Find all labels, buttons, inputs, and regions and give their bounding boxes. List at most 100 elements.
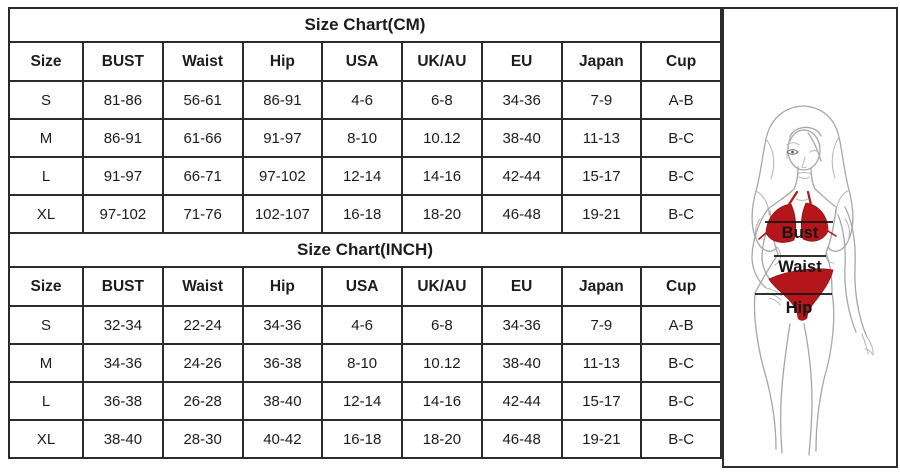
table-cell: S — [8, 305, 84, 345]
table-cell: 97-102 — [82, 194, 164, 234]
eye-pupil — [791, 150, 794, 154]
table-cell: 4-6 — [321, 305, 403, 345]
column-header: BUST — [82, 41, 164, 82]
table-cell: 10.12 — [401, 343, 483, 383]
table-cell: 38-40 — [480, 118, 563, 158]
table-cell: M — [8, 343, 84, 383]
nose-sketch — [801, 156, 807, 169]
table-cell: A-B — [640, 305, 722, 345]
table-row: XL 97-102 71-76 102-107 16-18 18-20 46-48 19-21… — [8, 194, 722, 234]
table-cell: A-B — [640, 80, 722, 120]
table-cell: 86-91 — [241, 80, 324, 120]
table-cell: 10.12 — [401, 118, 483, 158]
column-header: Waist — [161, 41, 244, 82]
table-cell: 19-21 — [560, 419, 643, 459]
table-cell: 16-18 — [321, 194, 403, 234]
column-header: BUST — [82, 266, 164, 307]
chart-title: Size Chart(CM) — [8, 7, 722, 43]
table-cell: 14-16 — [401, 381, 483, 421]
column-header: Japan — [560, 266, 643, 307]
table-cell: 91-97 — [241, 118, 324, 158]
table-cell: L — [8, 156, 84, 196]
table-cell: 34-36 — [480, 305, 563, 345]
chart-title: Size Chart(INCH) — [8, 232, 722, 268]
table-cell: 61-66 — [161, 118, 244, 158]
header-row: Size BUST Waist Hip USA UK/AU EU Japan Cup — [8, 266, 722, 307]
lips-sketch — [796, 171, 812, 180]
column-header: Waist — [161, 266, 244, 307]
table-row: L 36-38 26-28 38-40 12-14 14-16 42-44 15-17 B-C — [8, 381, 722, 421]
table-cell: 15-17 — [560, 381, 643, 421]
column-header: Cup — [640, 266, 722, 307]
table-cell: 28-30 — [161, 419, 244, 459]
table-cell: 42-44 — [480, 381, 563, 421]
column-header: UK/AU — [401, 41, 483, 82]
table-cell: 15-17 — [560, 156, 643, 196]
table-cell: 7-9 — [560, 305, 643, 345]
column-header: Size — [8, 266, 84, 307]
table-cell: 8-10 — [321, 118, 403, 158]
column-header: Hip — [241, 41, 324, 82]
table-cell: 22-24 — [161, 305, 244, 345]
hair-sketch — [751, 105, 854, 266]
table-cell: 38-40 — [480, 343, 563, 383]
table-cell: 16-18 — [321, 419, 403, 459]
table-cell: 34-36 — [241, 305, 324, 345]
table-cell: 56-61 — [161, 80, 244, 120]
table-cell: 8-10 — [321, 343, 403, 383]
column-header: Cup — [640, 41, 722, 82]
table-cell: 38-40 — [82, 419, 164, 459]
measurement-figure-illustration: Bust Waist Hip — [751, 105, 874, 456]
table-cell: B-C — [640, 156, 722, 196]
table-cell: 102-107 — [241, 194, 324, 234]
table-row: L 91-97 66-71 97-102 12-14 14-16 42-44 15-17 B-C — [8, 156, 722, 196]
column-header: Japan — [560, 41, 643, 82]
table-cell: 36-38 — [241, 343, 324, 383]
table-cell: XL — [8, 194, 84, 234]
table-cell: 32-34 — [82, 305, 164, 345]
column-header: EU — [480, 266, 563, 307]
table-cell: 46-48 — [480, 194, 563, 234]
table-cell: 66-71 — [161, 156, 244, 196]
table-cell: B-C — [640, 194, 722, 234]
column-header: USA — [321, 41, 403, 82]
table-cell: 40-42 — [241, 419, 324, 459]
table-cell: 97-102 — [241, 156, 324, 196]
table-cell: L — [8, 381, 84, 421]
table-cell: 6-8 — [401, 305, 483, 345]
table-cell: XL — [8, 419, 84, 459]
measurement-marks: Bust Waist Hip — [755, 221, 833, 317]
table-cell: 24-26 — [161, 343, 244, 383]
table-cell: M — [8, 118, 84, 158]
table-cell: 86-91 — [82, 118, 164, 158]
table-cell: 4-6 — [321, 80, 403, 120]
table-cell: 14-16 — [401, 156, 483, 196]
table-cell: 46-48 — [480, 419, 563, 459]
waist-label: Waist — [778, 258, 822, 276]
table-cell: B-C — [640, 343, 722, 383]
table-cell: 42-44 — [480, 156, 563, 196]
table-cell: 71-76 — [161, 194, 244, 234]
table-cell: B-C — [640, 381, 722, 421]
table-cell: 34-36 — [480, 80, 563, 120]
table-cell: 11-13 — [560, 343, 643, 383]
table-row: XL 38-40 28-30 40-42 16-18 18-20 46-48 19-21 B-C — [8, 419, 722, 459]
eyebrow-sketch — [786, 142, 800, 146]
table-row: S 81-86 56-61 86-91 4-6 6-8 34-36 7-9 A-B — [8, 80, 722, 120]
table-row: S 32-34 22-24 34-36 4-6 6-8 34-36 7-9 A-B — [8, 305, 722, 345]
header-row: Size BUST Waist Hip USA UK/AU EU Japan Cup — [8, 41, 722, 82]
table-cell: 38-40 — [241, 381, 324, 421]
table-cell: 11-13 — [560, 118, 643, 158]
table-cell: B-C — [640, 419, 722, 459]
table-cell: S — [8, 80, 84, 120]
column-header: USA — [321, 266, 403, 307]
table-cell: 34-36 — [82, 343, 164, 383]
table-cell: 26-28 — [161, 381, 244, 421]
table-cell: B-C — [640, 118, 722, 158]
table-cell: 7-9 — [560, 80, 643, 120]
hand-sketch — [861, 333, 874, 356]
table-cell: 19-21 — [560, 194, 643, 234]
title-row: Size Chart(CM) — [8, 7, 722, 43]
table-cell: 6-8 — [401, 80, 483, 120]
table-row: M 34-36 24-26 36-38 8-10 10.12 38-40 11-13 B-C — [8, 343, 722, 383]
